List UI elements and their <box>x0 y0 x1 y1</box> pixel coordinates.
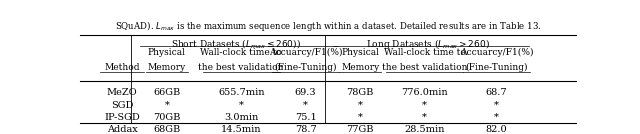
Text: 655.7min: 655.7min <box>218 88 264 97</box>
Text: 3.0min: 3.0min <box>224 113 259 122</box>
Text: 82.0: 82.0 <box>486 125 508 134</box>
Text: *: * <box>303 101 308 110</box>
Text: *: * <box>494 113 499 122</box>
Text: Physical: Physical <box>341 48 379 57</box>
Text: *: * <box>164 101 169 110</box>
Text: *: * <box>494 101 499 110</box>
Text: the best validation: the best validation <box>382 62 467 72</box>
Text: Wall-clock time to: Wall-clock time to <box>200 48 282 57</box>
Text: IP-SGD: IP-SGD <box>104 113 140 122</box>
Text: 77GB: 77GB <box>346 125 374 134</box>
Text: 28.5min: 28.5min <box>404 125 445 134</box>
Text: (Fine-Tuning): (Fine-Tuning) <box>465 62 528 72</box>
Text: SQuAD). $L_{max}$ is the maximum sequence length within a dataset. Detailed resu: SQuAD). $L_{max}$ is the maximum sequenc… <box>115 19 541 33</box>
Text: 75.1: 75.1 <box>295 113 317 122</box>
Text: *: * <box>422 113 427 122</box>
Text: Long Datasets ($L_{max} > 260$): Long Datasets ($L_{max} > 260$) <box>367 37 490 51</box>
Text: Wall-clock time to: Wall-clock time to <box>384 48 466 57</box>
Text: SGD: SGD <box>111 101 133 110</box>
Text: Physical: Physical <box>148 48 186 57</box>
Text: Memory: Memory <box>341 62 380 72</box>
Text: Method: Method <box>104 62 140 72</box>
Text: 66GB: 66GB <box>153 88 180 97</box>
Text: the best validation: the best validation <box>198 62 284 72</box>
Text: MeZO: MeZO <box>107 88 138 97</box>
Text: Memory: Memory <box>148 62 186 72</box>
Text: 776.0min: 776.0min <box>401 88 448 97</box>
Text: Accuarcy/F1(%): Accuarcy/F1(%) <box>460 48 533 57</box>
Text: 78.7: 78.7 <box>295 125 317 134</box>
Text: *: * <box>358 113 363 122</box>
Text: 14.5min: 14.5min <box>221 125 262 134</box>
Text: Addax: Addax <box>107 125 138 134</box>
Text: 70GB: 70GB <box>153 113 180 122</box>
Text: *: * <box>358 101 363 110</box>
Text: Short Datasets ($L_{max} \leq 260$)): Short Datasets ($L_{max} \leq 260$)) <box>172 37 301 50</box>
Text: (Fine-Tuning): (Fine-Tuning) <box>275 62 337 72</box>
Text: *: * <box>239 101 244 110</box>
Text: Accuarcy/F1(%): Accuarcy/F1(%) <box>269 48 342 57</box>
Text: 78GB: 78GB <box>346 88 374 97</box>
Text: 68.7: 68.7 <box>486 88 508 97</box>
Text: 69.3: 69.3 <box>295 88 317 97</box>
Text: 68GB: 68GB <box>153 125 180 134</box>
Text: *: * <box>422 101 427 110</box>
